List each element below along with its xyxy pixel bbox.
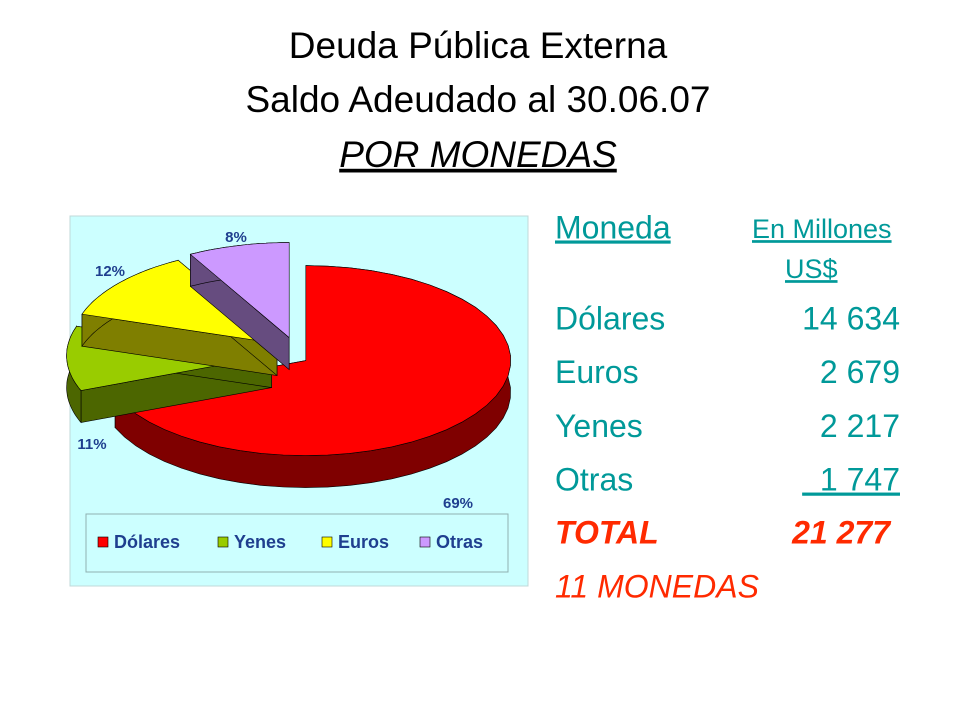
legend-swatch [419,536,431,548]
legend: Dólares Yenes Euros Otras [97,532,483,552]
title: Deuda Pública Externa [289,25,668,66]
legend-swatch [321,536,333,548]
legend-swatch [97,536,109,548]
legend-label: Yenes [234,532,286,552]
subtitle: Saldo Adeudado al 30.06.07 [246,79,711,120]
row-label: Euros [555,354,639,390]
legend-label: Dólares [114,532,180,552]
data-label: 12% [95,263,125,280]
legend-label: Otras [436,532,483,552]
legend-label: Euros [338,532,389,552]
row-value: 1 747 [802,462,900,498]
pie: 69% 11% 12% 8% [66,229,511,512]
total-label: TOTAL [555,514,659,550]
row-label: Yenes [555,408,643,444]
slice-top [189,242,290,339]
row-label: Otras [555,462,633,498]
slice-top [114,265,511,456]
pie-slice [189,242,290,371]
row-value: 2 217 [820,408,900,444]
data-label: 11% [77,436,106,453]
row-value: 2 679 [820,354,900,390]
row-label: Dólares [555,300,665,336]
table-rows: Dólares 14 634 Euros 2 679 Yenes 2 217 Otras 1… [555,300,900,497]
total-value: 21 277 [791,514,892,550]
table-header: US$ [785,254,838,284]
table-header: En Millones [752,214,892,244]
heading: POR MONEDAS [339,134,617,175]
note: 11 MONEDAS [555,568,759,604]
row-value: 14 634 [802,300,900,336]
data-label: 8% [225,229,247,246]
table-header: Moneda [555,209,671,245]
slice-top [81,259,279,344]
legend-swatch [217,536,229,548]
data-label: 69% [443,495,473,512]
legend-box [85,513,509,573]
